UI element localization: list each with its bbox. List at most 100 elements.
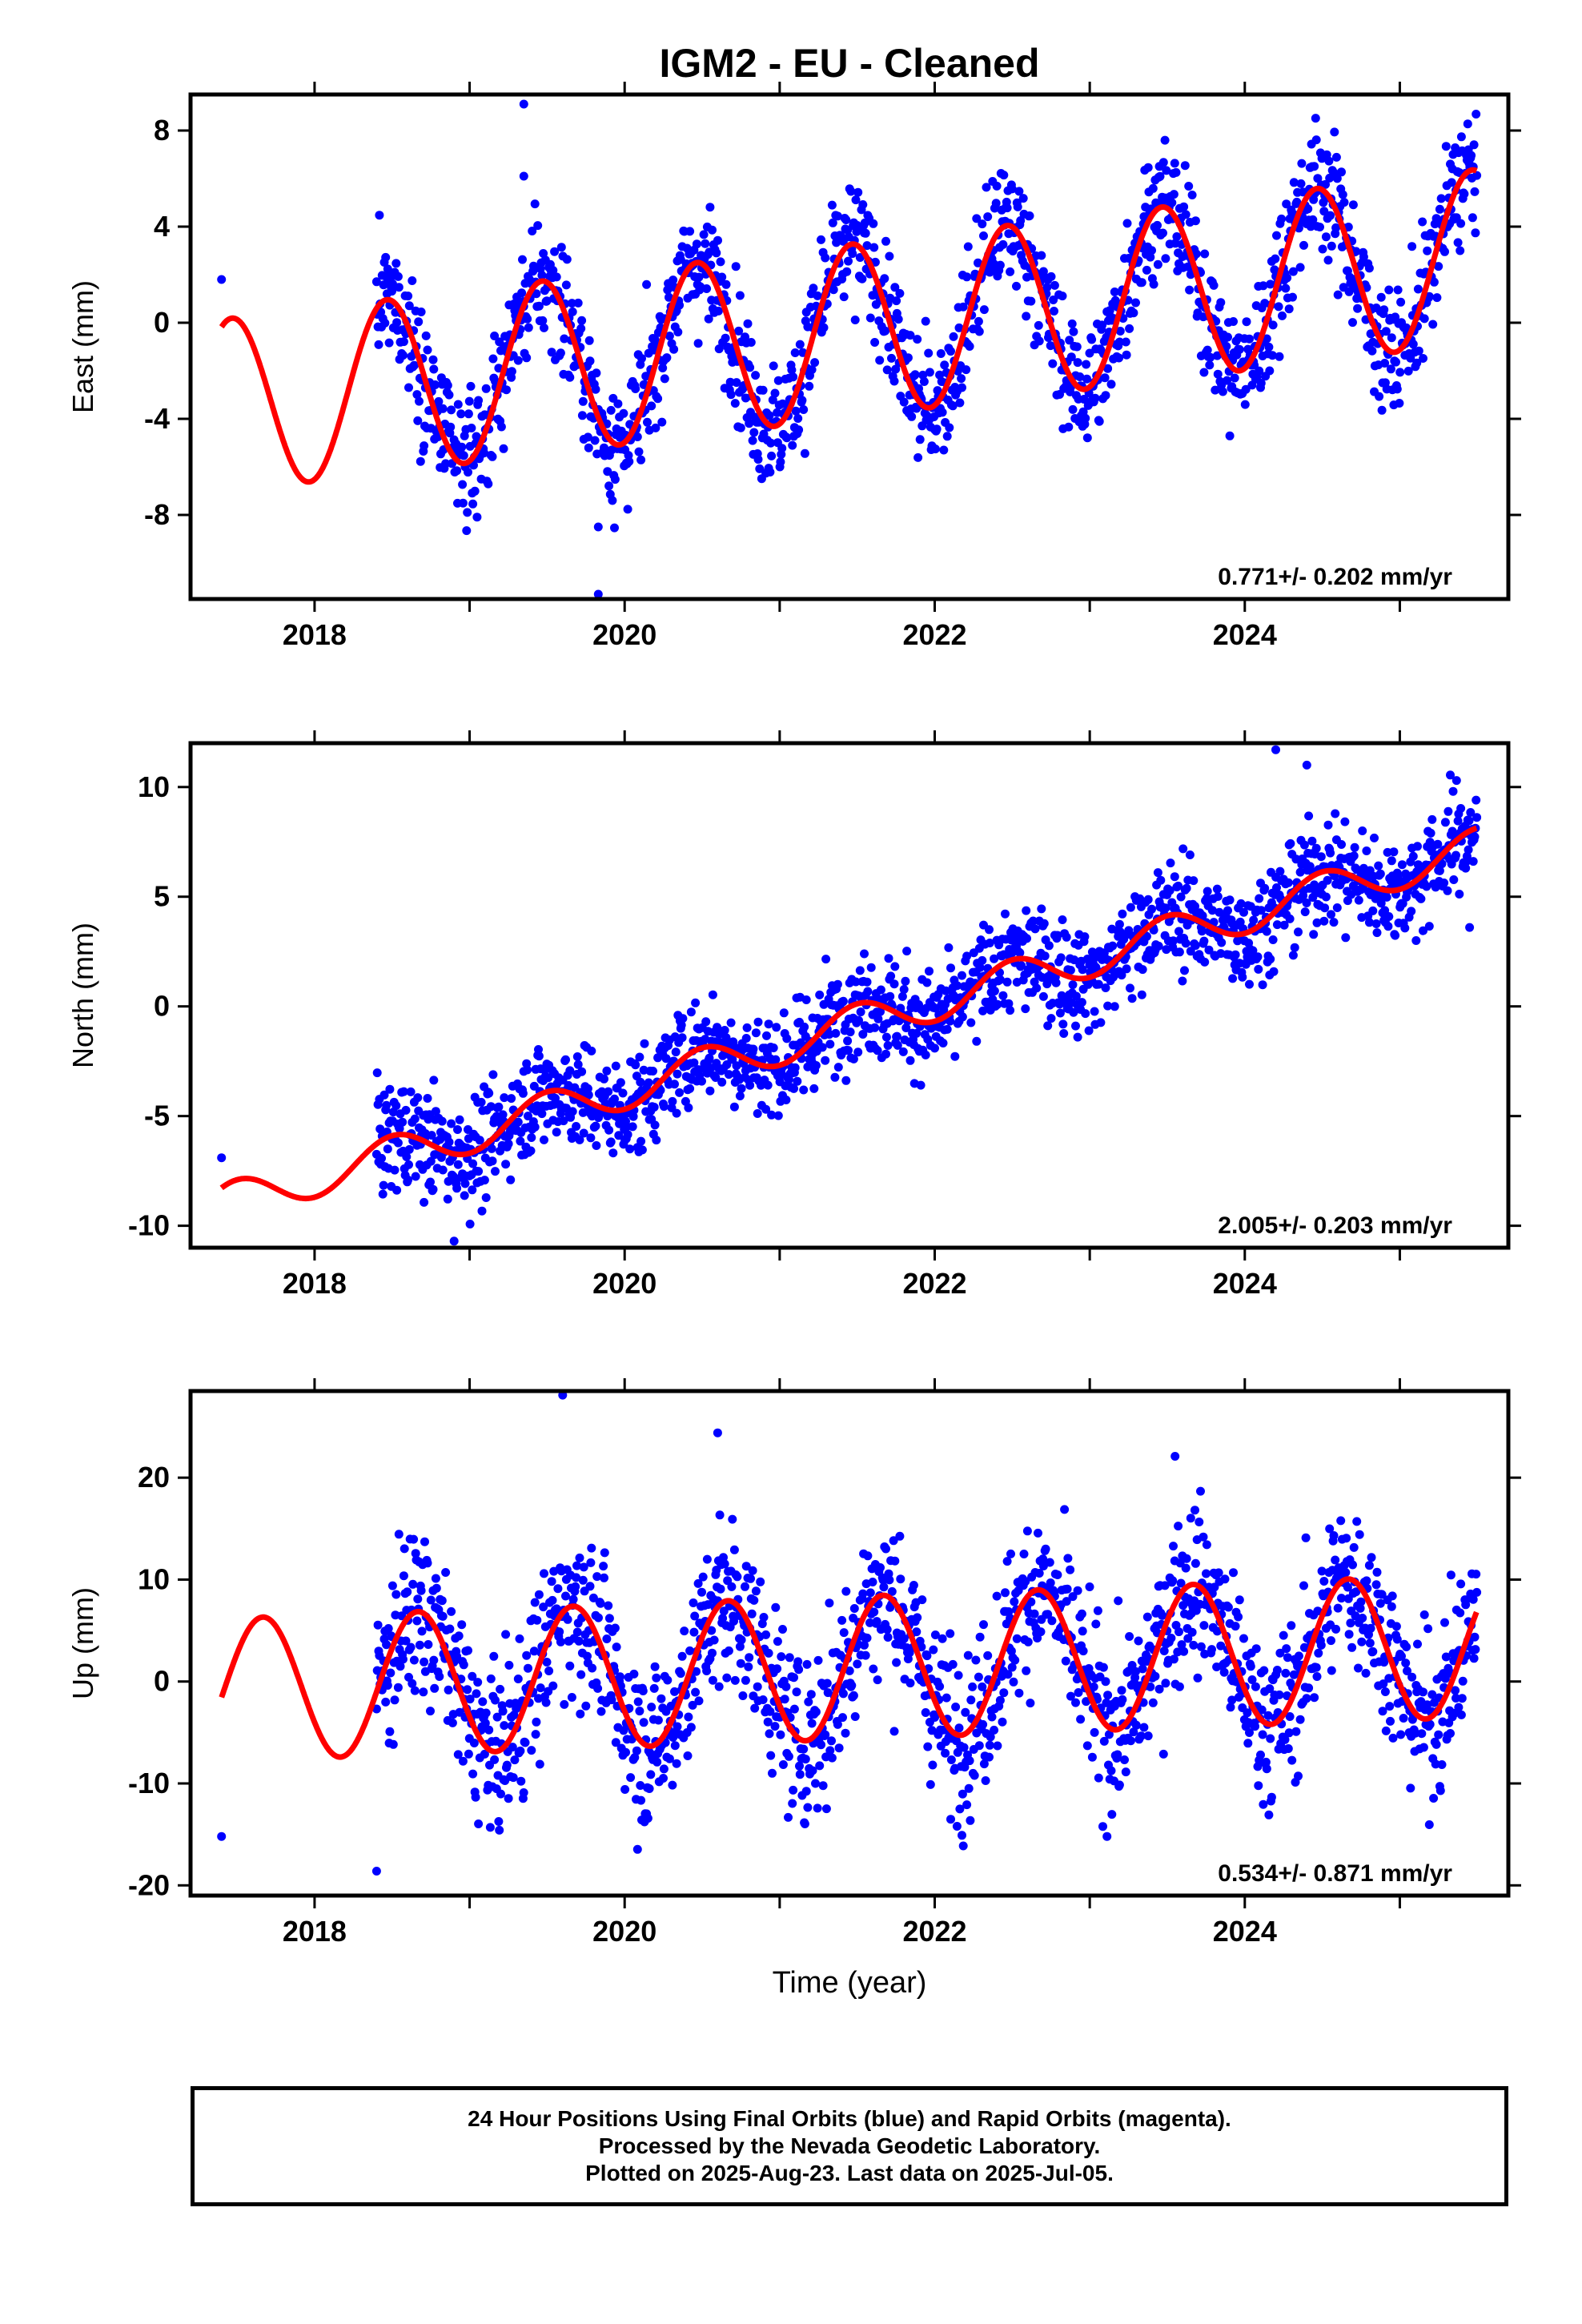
observation-point	[1037, 904, 1046, 914]
observation-point	[841, 1586, 851, 1596]
observation-point	[381, 252, 391, 262]
observation-point	[423, 1558, 432, 1568]
observation-point	[1371, 1580, 1381, 1590]
observation-point	[1428, 320, 1438, 329]
observation-point	[673, 1722, 682, 1731]
observation-point	[1414, 346, 1423, 356]
observation-point	[373, 1620, 383, 1630]
north-model-curve	[219, 825, 1478, 1202]
observation-point	[1323, 820, 1333, 830]
observation-point	[470, 486, 480, 496]
observation-point	[1310, 1693, 1319, 1703]
observation-point	[1324, 156, 1334, 166]
observation-point	[677, 1033, 687, 1043]
observation-point	[377, 1153, 386, 1163]
observation-point	[1306, 222, 1315, 231]
observation-point	[1470, 1632, 1480, 1642]
x-tick-label: 2020	[592, 618, 656, 651]
observation-point	[652, 1757, 662, 1767]
observation-point	[825, 1598, 834, 1608]
observation-point	[821, 955, 831, 964]
observation-point	[1126, 903, 1135, 912]
observation-point	[1231, 950, 1240, 959]
observation-point	[670, 1687, 679, 1696]
observation-point	[385, 1084, 395, 1094]
observation-point	[821, 1055, 830, 1065]
observation-point	[400, 1544, 409, 1554]
observation-point	[1176, 892, 1186, 902]
observation-point	[600, 1074, 608, 1084]
observation-point	[1391, 1622, 1401, 1631]
observation-point	[736, 1659, 745, 1668]
observation-point	[1090, 1727, 1099, 1737]
observation-point	[1312, 918, 1322, 927]
observation-point	[1036, 1627, 1046, 1637]
observation-point	[391, 1590, 401, 1599]
observation-point	[975, 1632, 985, 1642]
observation-point	[1060, 1505, 1070, 1514]
observation-point	[897, 991, 907, 1001]
observation-point	[705, 203, 715, 212]
observation-point	[1046, 1014, 1056, 1023]
observation-point	[637, 354, 646, 364]
observation-point	[618, 1088, 628, 1098]
observation-point	[1381, 1726, 1391, 1735]
observation-point	[1448, 786, 1458, 796]
observation-point	[476, 1097, 486, 1107]
observation-point	[441, 459, 451, 468]
observation-point	[1424, 292, 1434, 301]
observation-point	[1469, 1654, 1479, 1663]
observation-point	[758, 1695, 768, 1704]
observation-point	[927, 1726, 937, 1735]
observation-point	[1229, 1568, 1238, 1578]
observation-point	[659, 1102, 669, 1112]
observation-point	[713, 306, 723, 316]
observation-point	[946, 963, 955, 973]
observation-point	[1018, 194, 1028, 203]
observation-point	[1437, 1760, 1447, 1769]
observation-point	[751, 371, 761, 380]
observation-point	[468, 1185, 477, 1195]
observation-point	[1294, 927, 1303, 937]
observation-point	[490, 1755, 500, 1764]
observation-point	[633, 1697, 643, 1707]
observation-point	[1272, 883, 1281, 892]
observation-point	[873, 1046, 882, 1055]
observation-point	[1407, 242, 1417, 251]
observation-point	[1071, 1021, 1080, 1031]
y-tick-label: -10	[128, 1209, 170, 1242]
observation-point	[600, 1548, 609, 1558]
observation-point	[726, 1018, 736, 1027]
observation-point	[504, 1794, 513, 1803]
observation-point	[708, 225, 717, 235]
observation-point	[716, 257, 725, 267]
observation-point	[387, 287, 396, 296]
observation-point	[668, 1096, 677, 1106]
observation-point	[880, 274, 889, 283]
observation-point	[815, 1761, 825, 1771]
observation-point	[966, 1695, 976, 1705]
north-frame	[188, 741, 1511, 1250]
observation-point	[912, 1028, 921, 1038]
observation-point	[768, 395, 777, 404]
y-tick-label: 10	[138, 1562, 170, 1595]
observation-point	[1212, 351, 1222, 360]
observation-point	[915, 435, 925, 444]
observation-point	[1467, 151, 1476, 160]
observation-point	[951, 1703, 961, 1711]
observation-point	[770, 388, 780, 398]
observation-point	[556, 1637, 565, 1647]
observation-point	[496, 1789, 505, 1799]
observation-point	[959, 1743, 969, 1752]
observation-point	[1413, 1639, 1422, 1649]
observation-point	[1319, 1577, 1329, 1586]
north-axis-label: North (mm)	[66, 923, 99, 1068]
observation-point	[978, 1006, 988, 1015]
observation-point	[1082, 1741, 1092, 1751]
observation-point	[1223, 1602, 1233, 1612]
observation-point	[411, 1172, 420, 1181]
observation-point	[648, 1067, 657, 1076]
observation-point	[653, 394, 663, 404]
observation-point	[1068, 980, 1078, 990]
observation-point	[1312, 1672, 1322, 1681]
